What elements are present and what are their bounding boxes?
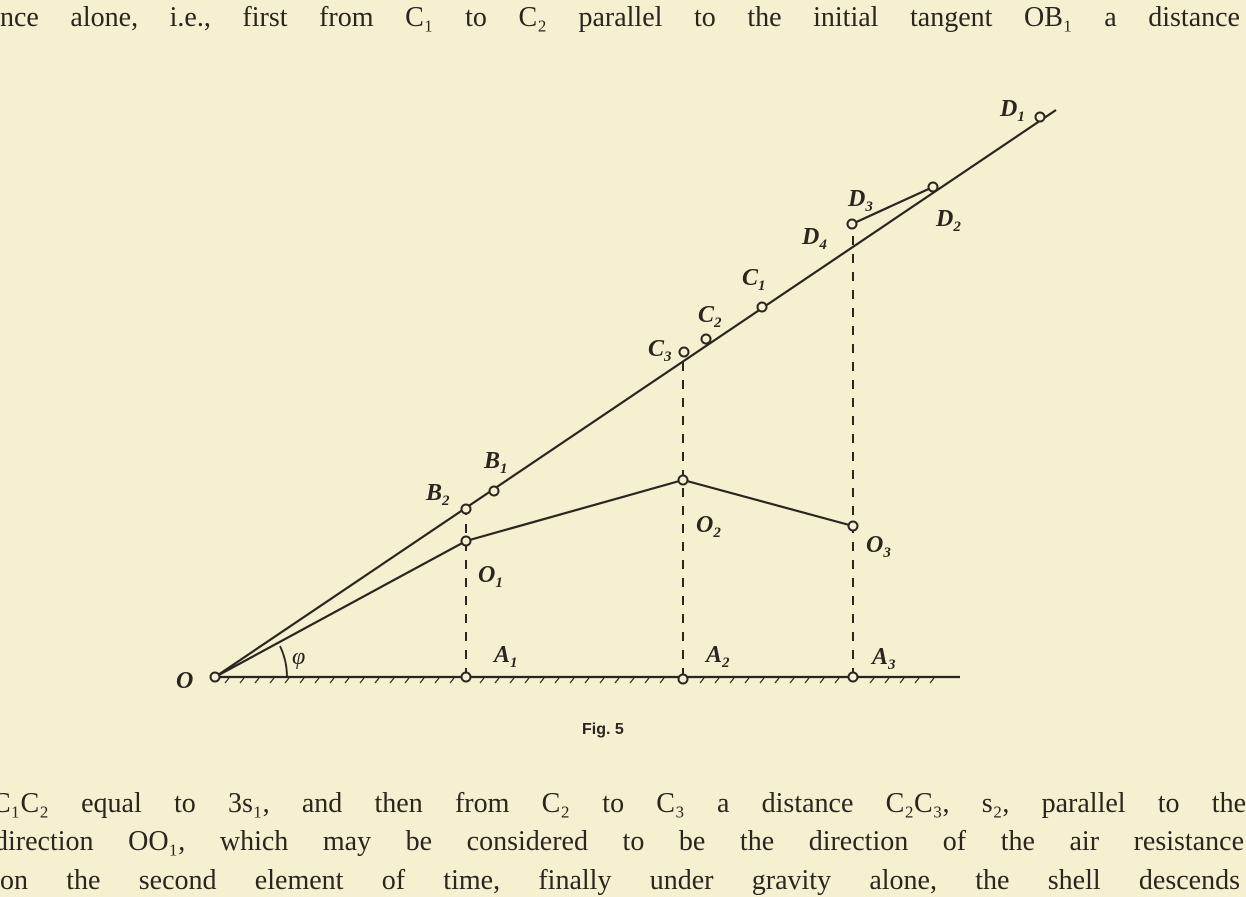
label-D3: D3 bbox=[847, 186, 873, 215]
label-A2: A2 bbox=[704, 642, 730, 671]
label-D1: D1 bbox=[999, 96, 1025, 125]
d3-d2-segment bbox=[851, 185, 934, 226]
point-O2 bbox=[677, 474, 689, 486]
ground-hatching bbox=[224, 677, 935, 684]
point-A2 bbox=[677, 673, 689, 685]
text-line-top: nce alone, i.e., first from C₁ to C₂ par… bbox=[0, 2, 1240, 33]
point-D2 bbox=[927, 181, 939, 193]
figure-caption: Fig. 5 bbox=[582, 721, 624, 738]
label-O2: O2 bbox=[696, 512, 721, 541]
label-A1: A1 bbox=[492, 642, 518, 671]
label-B1: B1 bbox=[483, 448, 508, 477]
text-line-bottom-2: direction OO₁, which may be considered t… bbox=[0, 826, 1244, 857]
point-B1 bbox=[488, 485, 500, 497]
point-D1 bbox=[1034, 111, 1046, 123]
point-D3 bbox=[846, 218, 858, 230]
point-A1 bbox=[460, 671, 472, 683]
point-A3 bbox=[847, 671, 859, 683]
point-O3 bbox=[847, 520, 859, 532]
label-D4: D4 bbox=[801, 224, 827, 253]
label-C2: C2 bbox=[698, 302, 722, 331]
text-line-bottom-3: on the second element of time, finally u… bbox=[0, 865, 1240, 896]
point-B2 bbox=[460, 503, 472, 515]
label-phi: φ bbox=[292, 644, 305, 670]
point-C3 bbox=[678, 346, 690, 358]
text-line-bottom-1: C₁C₂ equal to 3s₁, and then from C₂ to C… bbox=[0, 788, 1246, 819]
point-C2 bbox=[700, 333, 712, 345]
label-C3: C3 bbox=[648, 336, 672, 365]
label-O3: O3 bbox=[866, 532, 891, 561]
point-C1 bbox=[756, 301, 768, 313]
label-A3: A3 bbox=[870, 644, 896, 673]
label-O1: O1 bbox=[478, 562, 503, 591]
label-C1: C1 bbox=[742, 265, 766, 294]
point-O bbox=[209, 671, 221, 683]
label-O: O bbox=[176, 668, 193, 694]
tangent-line bbox=[214, 109, 1057, 678]
label-B2: B2 bbox=[425, 480, 450, 509]
label-D2: D2 bbox=[935, 206, 961, 235]
point-O1 bbox=[460, 535, 472, 547]
angle-arc bbox=[279, 645, 288, 678]
trajectory-polyline bbox=[214, 478, 854, 678]
